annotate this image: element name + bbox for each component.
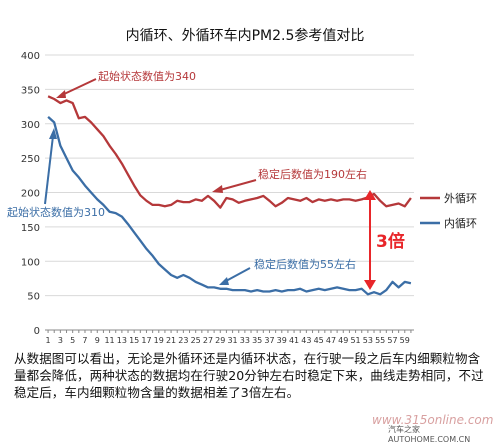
annotation-inner-stable: 稳定后数值为55左右 <box>254 257 356 271</box>
x-tick-label: 19 <box>154 336 164 345</box>
x-tick-label: 41 <box>289 336 299 345</box>
x-tick-label: 49 <box>338 336 348 345</box>
watermark-logo: 汽车之家 AUTOHOME.COM.CN <box>388 425 471 444</box>
x-axis-ticks: 1 3 5 7 9 11 13 15 17 19 21 23 25 27 29 31 33 35 37 39 41 43 4… <box>46 330 412 345</box>
legend-label-inner: 内循环 <box>444 216 477 230</box>
x-tick-label: 53 <box>363 336 373 345</box>
x-tick-label: 31 <box>227 336 237 345</box>
y-tick-label: 300 <box>21 120 40 131</box>
x-tick-label: 27 <box>203 336 213 345</box>
grid-lines <box>45 54 414 331</box>
y-tick-label: 400 <box>21 51 40 62</box>
ratio-arrowhead-bottom <box>364 280 376 290</box>
watermark-site: www.315online.com <box>372 413 494 427</box>
annotation-arrowhead-outer-start <box>56 90 66 98</box>
x-tick-label: 1 <box>46 336 51 345</box>
annotation-arrowhead-outer-stable <box>212 185 223 193</box>
annotation-arrow-outer-stable <box>219 179 257 191</box>
series-line-outer <box>47 95 412 209</box>
x-tick-label: 33 <box>240 336 250 345</box>
annotations: 起始状态数值为340 起始状态数值为310 稳定后数值为190左右 稳定后数值为… <box>7 69 405 290</box>
x-tick-label: 9 <box>95 336 100 345</box>
annotation-outer-start: 起始状态数值为340 <box>98 69 196 83</box>
x-tick-label: 39 <box>277 336 287 345</box>
caption-text: 从数据图可以看出，无论是外循环还是内循环状态，在行驶一段之后车内细颗粒物含量都会… <box>14 351 484 400</box>
annotation-arrow-outer-start <box>61 78 97 96</box>
x-tick-label: 5 <box>70 336 75 345</box>
annotation-arrow-inner-stable <box>225 267 251 282</box>
x-tick-label: 59 <box>400 336 410 345</box>
x-tick-label: 15 <box>129 336 139 345</box>
x-tick-label: 11 <box>104 336 114 345</box>
pm25-line-chart: 内循环、外循环车内PM2.5参考值对比 05010015020025030035… <box>7 27 477 345</box>
annotation-outer-stable: 稳定后数值为190左右 <box>258 167 367 181</box>
x-tick-label: 35 <box>252 336 262 345</box>
series-lines <box>47 95 412 296</box>
x-tick-label: 43 <box>301 336 311 345</box>
annotation-inner-start: 起始状态数值为310 <box>7 205 105 219</box>
x-tick-label: 29 <box>215 336 225 345</box>
chart-title: 内循环、外循环车内PM2.5参考值对比 <box>126 27 365 44</box>
x-tick-label: 51 <box>350 336 360 345</box>
x-tick-label: 37 <box>264 336 274 345</box>
x-tick-label: 3 <box>58 336 63 345</box>
annotation-ratio: 3倍 <box>376 231 405 252</box>
y-axis-ticks: 0 50 100 150 200 250 300 350 400 <box>21 51 40 337</box>
series-line-inner <box>47 116 412 296</box>
annotation-arrowhead-inner-start <box>49 128 57 139</box>
ratio-arrowhead-top <box>364 190 376 200</box>
x-tick-label: 17 <box>141 336 151 345</box>
y-tick-label: 200 <box>21 189 40 200</box>
x-tick-label: 45 <box>314 336 324 345</box>
y-tick-label: 0 <box>34 326 40 337</box>
x-tick-label: 23 <box>178 336 188 345</box>
x-tick-label: 55 <box>375 336 385 345</box>
y-tick-label: 50 <box>27 292 40 303</box>
y-tick-label: 150 <box>21 223 40 234</box>
x-tick-label: 47 <box>326 336 336 345</box>
y-tick-label: 100 <box>21 257 40 268</box>
y-tick-label: 350 <box>21 85 40 96</box>
y-tick-label: 250 <box>21 154 40 165</box>
annotation-arrow-inner-start <box>44 135 54 205</box>
annotation-arrowhead-inner-stable <box>219 277 229 285</box>
x-tick-label: 7 <box>82 336 87 345</box>
x-tick-label: 57 <box>387 336 397 345</box>
legend-label-outer: 外循环 <box>444 192 477 205</box>
x-tick-label: 25 <box>191 336 201 345</box>
x-tick-label: 21 <box>166 336 176 345</box>
x-tick-label: 13 <box>117 336 127 345</box>
legend: 外循环 内循环 <box>420 192 477 230</box>
